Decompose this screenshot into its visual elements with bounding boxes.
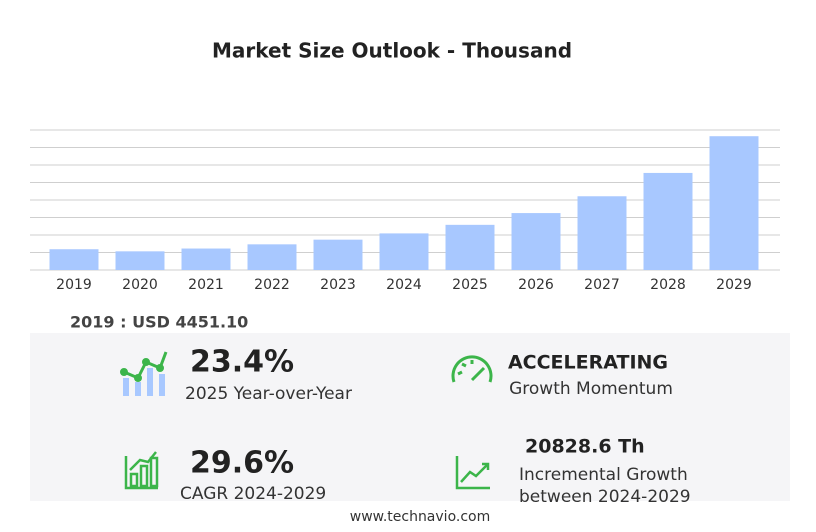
bar: [313, 239, 363, 270]
momentum-label: Growth Momentum: [509, 379, 673, 399]
bar: [709, 136, 759, 270]
x-tick-label: 2021: [188, 277, 224, 293]
bar: [643, 172, 693, 270]
x-tick-label: 2019: [56, 277, 92, 293]
bar: [577, 196, 627, 270]
yoy-label: 2025 Year-over-Year: [185, 384, 352, 404]
momentum-value: ACCELERATING: [508, 352, 668, 374]
x-tick-label: 2029: [716, 277, 752, 293]
footer: www.technavio.com: [350, 509, 491, 525]
incremental-label: between 2024-2029: [519, 487, 691, 507]
x-tick-label: 2028: [650, 277, 686, 293]
x-tick-label: 2027: [584, 277, 620, 293]
yoy-icon: [120, 351, 168, 396]
incremental-value: 20828.6 Th: [525, 436, 645, 458]
incremental-label: Incremental Growth: [519, 465, 688, 485]
incremental-icon: [455, 456, 490, 490]
cagr-label: CAGR 2024-2029: [180, 484, 326, 504]
x-tick-label: 2024: [386, 277, 422, 293]
x-tick-label: 2022: [254, 277, 290, 293]
bar: [115, 251, 165, 270]
bar: [181, 248, 231, 270]
base-year-value: 2019 : USD 4451.10: [70, 313, 248, 332]
bar: [247, 244, 297, 270]
momentum-icon: [451, 355, 493, 383]
bar: [379, 233, 429, 270]
bar: [49, 249, 99, 270]
chart-title: Market Size Outlook - Thousand: [212, 39, 572, 63]
yoy-value: 23.4%: [190, 345, 294, 380]
bar-chart: 2019 2020 2021 2022 2023 2024 2025 2026 2027 2028…: [30, 129, 780, 293]
cagr-value: 29.6%: [190, 446, 294, 481]
cagr-icon: [124, 451, 159, 490]
x-tick-label: 2025: [452, 277, 488, 293]
x-tick-label: 2026: [518, 277, 554, 293]
bar: [445, 224, 495, 270]
x-tick-label: 2023: [320, 277, 356, 293]
bar: [511, 213, 561, 270]
x-tick-label: 2020: [122, 277, 158, 293]
